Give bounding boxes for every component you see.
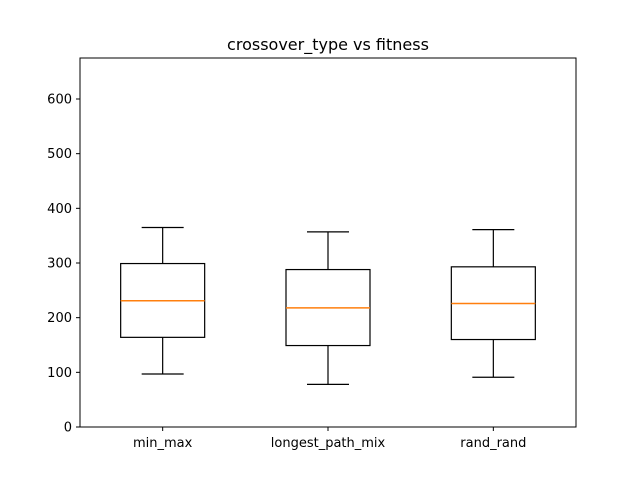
x-axis: min_max longest_path_mix rand_rand bbox=[133, 427, 526, 451]
box-min_max bbox=[120, 226, 206, 375]
y-tick-label: 400 bbox=[47, 202, 72, 217]
box-rand_rand bbox=[450, 229, 536, 378]
y-tick-label: 200 bbox=[47, 311, 72, 326]
box-series bbox=[120, 226, 536, 385]
y-tick-label: 500 bbox=[47, 147, 72, 162]
box-longest_path_mix bbox=[285, 231, 371, 385]
x-tick-label: rand_rand bbox=[460, 436, 526, 451]
x-tick-label: min_max bbox=[133, 436, 193, 451]
y-axis: 0 100 200 300 400 500 600 bbox=[47, 93, 80, 436]
y-tick-label: 600 bbox=[47, 93, 72, 108]
y-tick-label: 100 bbox=[47, 366, 72, 381]
y-tick-label: 300 bbox=[47, 257, 72, 272]
chart-title: crossover_type vs fitness bbox=[227, 35, 429, 55]
y-tick-label: 0 bbox=[64, 421, 72, 436]
x-tick-label: longest_path_mix bbox=[271, 436, 386, 451]
